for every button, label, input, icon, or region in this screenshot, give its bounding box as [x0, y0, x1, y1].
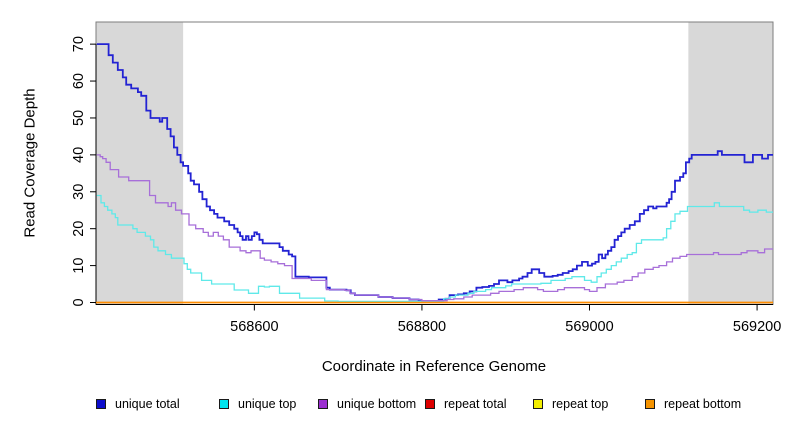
legend-item-repeat-bottom: repeat bottom [645, 397, 741, 411]
legend-swatch-unique-bottom [318, 399, 328, 409]
y-tick-label: 30 [71, 184, 87, 200]
x-tick-label: 569000 [565, 319, 613, 335]
legend-label-repeat-total: repeat total [444, 397, 507, 411]
y-tick-label: 0 [71, 298, 87, 306]
legend-swatch-unique-total [96, 399, 106, 409]
x-tick-label: 568600 [230, 319, 278, 335]
legend-label-repeat-top: repeat top [552, 397, 609, 411]
y-tick-label: 60 [71, 73, 87, 89]
legend-item-unique-bottom: unique bottom [318, 397, 416, 411]
legend-label-unique-total: unique total [115, 397, 180, 411]
legend-swatch-repeat-total [425, 399, 435, 409]
legend-swatch-repeat-bottom [645, 399, 655, 409]
x-axis-title: Coordinate in Reference Genome [321, 358, 547, 375]
legend-label-unique-bottom: unique bottom [337, 397, 417, 411]
shaded-region-left [96, 22, 184, 305]
legend-label-repeat-bottom: repeat bottom [664, 397, 742, 411]
y-tick-label: 20 [71, 221, 87, 237]
series-line-unique-bottom [96, 154, 773, 302]
x-tick-label: 569200 [733, 319, 781, 335]
shaded-region-right [688, 22, 773, 305]
legend-swatch-repeat-top [533, 399, 543, 409]
series-line-unique-top [96, 194, 773, 303]
legend-item-repeat-total: repeat total [425, 397, 507, 411]
y-axis-title: Read Coverage Depth [21, 88, 39, 238]
legend-item-repeat-top: repeat top [533, 397, 608, 411]
y-tick-label: 70 [71, 36, 87, 52]
legend-item-unique-top: unique top [219, 397, 296, 411]
legend-label-unique-top: unique top [238, 397, 297, 411]
y-tick-label: 10 [71, 258, 87, 274]
x-tick-label: 568800 [398, 319, 446, 335]
y-tick-label: 40 [71, 147, 87, 163]
legend-swatch-unique-top [219, 399, 229, 409]
y-tick-label: 50 [71, 110, 87, 126]
legend-item-unique-total: unique total [96, 397, 180, 411]
